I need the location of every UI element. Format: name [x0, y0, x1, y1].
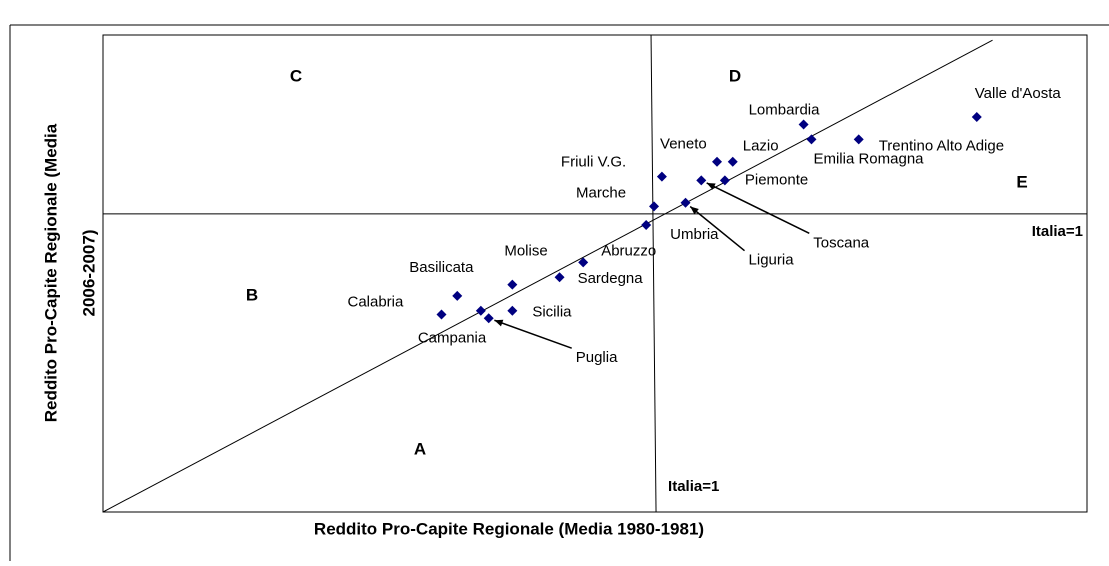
point — [971, 111, 982, 122]
arrow-head — [690, 206, 699, 215]
point-label: Liguria — [749, 252, 795, 269]
point — [641, 220, 652, 231]
point — [436, 309, 447, 320]
point-label: Campania — [418, 330, 487, 347]
point — [578, 257, 589, 268]
point-label: Sicilia — [532, 304, 572, 321]
plot-area — [102, 34, 1088, 513]
point — [719, 175, 730, 186]
label-arrow — [494, 319, 572, 349]
point-label: Veneto — [660, 136, 707, 153]
reference-label: Italia=1 — [668, 478, 719, 495]
label-arrow — [689, 205, 746, 252]
point — [712, 156, 723, 167]
point-label: Lazio — [743, 138, 779, 155]
y-axis-label-line: Reddito Pro-Capite Regionale (Media — [41, 123, 60, 422]
y-axis-label-line: 2006-2007) — [79, 230, 98, 317]
point — [507, 279, 518, 290]
point — [507, 305, 518, 316]
point-label: Molise — [504, 243, 547, 260]
point — [483, 313, 494, 324]
point — [798, 119, 809, 130]
point-label: Umbria — [670, 226, 719, 243]
point — [727, 156, 738, 167]
point — [649, 201, 660, 212]
point-label: Piemonte — [745, 171, 808, 188]
point-label: Puglia — [576, 349, 618, 366]
quadrant-label: C — [290, 66, 302, 85]
quadrant-label: E — [1016, 172, 1027, 191]
y-axis-label: Reddito Pro-Capite Regionale (Media 2006… — [41, 123, 98, 422]
point-label: Trentino Alto Adige — [879, 137, 1004, 154]
point-label: Emilia Romagna — [813, 150, 924, 167]
point — [806, 134, 817, 145]
point-label: Sardegna — [578, 270, 644, 287]
point — [656, 171, 667, 182]
reference-line-x — [650, 34, 657, 513]
quadrant-label: D — [729, 66, 741, 85]
arrow-head — [494, 319, 504, 327]
quadrant-label: B — [246, 285, 258, 304]
reference-label: Italia=1 — [1032, 223, 1083, 240]
label-arrow — [706, 182, 810, 235]
point-label: Lombardia — [749, 101, 821, 118]
diagonal-line — [102, 39, 993, 513]
point — [452, 290, 463, 301]
quadrant-label: A — [414, 439, 426, 458]
point-label: Marche — [576, 184, 626, 201]
arrow-head — [706, 182, 716, 190]
point-label: Abruzzo — [601, 242, 656, 259]
point-label: Toscana — [813, 234, 870, 251]
x-axis-label: Reddito Pro-Capite Regionale (Media 1980… — [314, 519, 704, 538]
point-label: Friuli V.G. — [561, 154, 626, 171]
point-label: Valle d'Aosta — [975, 85, 1062, 102]
point — [853, 134, 864, 145]
point-label: Basilicata — [409, 259, 474, 276]
point-label: Calabria — [347, 293, 404, 310]
point — [696, 175, 707, 186]
point — [475, 305, 486, 316]
point — [680, 197, 691, 208]
point — [554, 272, 565, 283]
